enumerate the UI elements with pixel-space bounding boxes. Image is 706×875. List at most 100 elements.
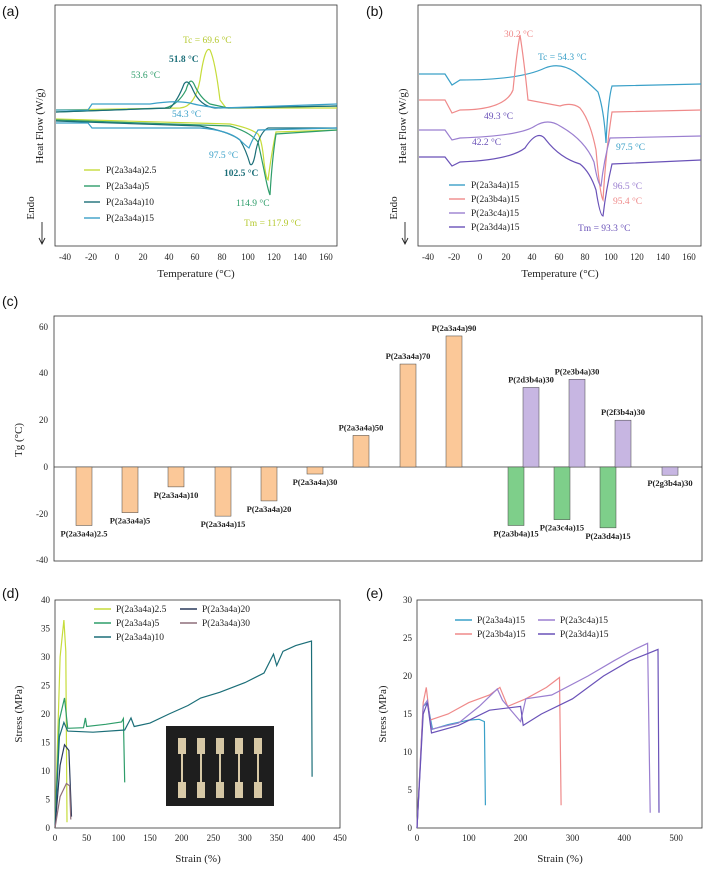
panel-c-bar-label: P(2e3b4a)30 bbox=[555, 366, 600, 376]
panel-c-bar bbox=[121, 466, 139, 513]
panel-c-bar bbox=[399, 363, 417, 468]
panel-b-xtick: 120 bbox=[630, 252, 644, 262]
panel-e-ylabel: Stress (MPa) bbox=[377, 685, 389, 742]
panel-a-annotation: 53.6 °C bbox=[131, 70, 160, 81]
panel-e-ytick: 15 bbox=[403, 709, 413, 719]
panel-e-ytick: 5 bbox=[408, 785, 413, 795]
panel-e-ytick: 0 bbox=[408, 823, 413, 833]
panel-a-label: (a) bbox=[2, 3, 19, 19]
panel-e-series-line bbox=[416, 676, 562, 829]
panel-b-annotation: 97.5 °C bbox=[616, 142, 645, 153]
panel-c-bar-label: P(2g3b4a)30 bbox=[647, 478, 692, 488]
panel-b-annotation: Tm = 93.3 °C bbox=[578, 223, 630, 234]
panel-a-curve-2.5-cool bbox=[55, 118, 338, 182]
panel-e-xtick: 0 bbox=[415, 833, 420, 843]
panel-d-ytick: 20 bbox=[41, 709, 51, 719]
panel-a-endo-arrow bbox=[38, 222, 46, 246]
panel-c-bar bbox=[522, 387, 540, 468]
panel-b-legend-entry: P(2a3a4a)15 bbox=[471, 180, 519, 191]
panel-b-legend-entry: P(2a3b4a)15 bbox=[471, 194, 520, 205]
panel-b-xtick: 20 bbox=[502, 252, 512, 262]
panel-b-annotation: 95.4 °C bbox=[613, 196, 642, 207]
panel-e-ytick: 20 bbox=[403, 671, 413, 681]
panel-b-xtick: 60 bbox=[555, 252, 565, 262]
panel-d-xlabel: Strain (%) bbox=[175, 853, 221, 865]
panel-b-curve-15 bbox=[419, 65, 702, 144]
panel-d-ytick: 35 bbox=[41, 624, 51, 634]
panel-b-xtick: -20 bbox=[448, 252, 460, 262]
panel-e-ytick: 10 bbox=[403, 747, 413, 757]
panel-d-yticks: 0 5 10 15 20 25 30 35 40 bbox=[41, 595, 51, 833]
panel-a-xticks: -40 -20 0 20 40 60 80 100 120 140 160 bbox=[59, 252, 333, 262]
panel-c-ytick: 0 bbox=[44, 462, 49, 472]
panel-c-bar-label: P(2a3a4a)70 bbox=[386, 351, 431, 361]
panel-e-xlabel: Strain (%) bbox=[537, 853, 583, 865]
panel-c: (c) Tg (°C) 60 40 20 0 -20 -40 P(2a3a4a)… bbox=[2, 293, 703, 565]
panel-b-curve-3d bbox=[419, 134, 702, 217]
panel-d-legend-entry: P(2a3a4a)30 bbox=[202, 618, 250, 629]
panel-a-annotation: 102.5 °C bbox=[224, 168, 259, 179]
panel-c-bar bbox=[553, 466, 571, 520]
panel-a-annotation: 51.8 °C bbox=[169, 54, 199, 65]
panel-d-xtick: 450 bbox=[333, 833, 347, 843]
panel-b-frame bbox=[417, 4, 702, 247]
panel-e-ytick: 25 bbox=[403, 633, 413, 643]
panel-d-series-line bbox=[54, 782, 72, 829]
panel-b-xtick: 140 bbox=[656, 252, 670, 262]
panel-b-xtick: 160 bbox=[682, 252, 696, 262]
panel-e-legend-entry: P(2a3b4a)15 bbox=[477, 629, 526, 640]
panel-a-xtick: 160 bbox=[319, 252, 333, 262]
panel-c-bar-label: P(2d3b4a)30 bbox=[508, 374, 554, 384]
panel-a-legend-entry: P(2a3a4a)10 bbox=[106, 197, 154, 208]
panel-a-xtick: -20 bbox=[85, 252, 97, 262]
panel-d-series-line bbox=[54, 743, 73, 829]
panel-c-bar bbox=[445, 335, 463, 468]
panel-d-frame bbox=[54, 599, 341, 829]
panel-e-legend-entry: P(2a3c4a)15 bbox=[560, 615, 608, 626]
panel-d-ytick: 15 bbox=[41, 738, 51, 748]
panel-c-bar bbox=[599, 466, 617, 529]
panel-c-label: (c) bbox=[2, 293, 18, 309]
panel-d-series-line bbox=[54, 619, 68, 829]
panel-b-label: (b) bbox=[366, 3, 383, 19]
panel-a-xtick: 120 bbox=[267, 252, 281, 262]
panel-e-yticks: 0 5 10 15 20 25 30 bbox=[403, 595, 413, 833]
panel-a-legend: P(2a3a4a)2.5 P(2a3a4a)5 P(2a3a4a)10 P(2a… bbox=[84, 165, 157, 224]
panel-e-legend-entry: P(2a3d4a)15 bbox=[560, 629, 609, 640]
panel-a-xtick: 0 bbox=[115, 252, 120, 262]
panel-d-xtick: 150 bbox=[143, 833, 157, 843]
panel-d-xtick: 100 bbox=[112, 833, 126, 843]
panel-c-bar-label: P(2a3a4a)2.5 bbox=[61, 529, 108, 539]
panel-e-ytick: 30 bbox=[403, 595, 413, 605]
panel-c-bar-label: P(2a3d4a)15 bbox=[585, 531, 630, 541]
panel-d-xtick: 350 bbox=[270, 833, 284, 843]
panel-d-ytick: 0 bbox=[46, 823, 51, 833]
panel-e-series-line bbox=[416, 648, 660, 829]
panel-d-xtick: 300 bbox=[238, 833, 252, 843]
panel-c-ytick: -20 bbox=[36, 509, 48, 519]
panel-b-xticks: -40 -20 0 20 40 60 80 100 120 140 160 bbox=[422, 252, 696, 262]
panel-b-xtick: 100 bbox=[604, 252, 618, 262]
panel-d-xtick: 400 bbox=[302, 833, 316, 843]
panel-a-annotation: 97.5 °C bbox=[209, 150, 238, 161]
panel-c-bar-label: P(2a3a4a)90 bbox=[432, 323, 477, 333]
panel-e-xtick: 500 bbox=[669, 833, 683, 843]
panel-a-xtick: 100 bbox=[241, 252, 255, 262]
panel-a-legend-entry: P(2a3a4a)5 bbox=[106, 181, 150, 192]
panel-c-ytick: 20 bbox=[39, 415, 49, 425]
panel-b: (b) Heat Flow (W/g) Temperature (°C) -40… bbox=[366, 3, 702, 280]
panel-d-legend-entry: P(2a3a4a)20 bbox=[202, 604, 250, 615]
panel-e-xtick: 400 bbox=[618, 833, 632, 843]
panel-b-curve-3b bbox=[419, 34, 702, 202]
panel-c-yticks: 60 40 20 0 -20 -40 bbox=[36, 322, 49, 565]
panel-b-ylabel: Heat Flow (W/g) bbox=[397, 88, 409, 163]
panel-e-xtick: 200 bbox=[514, 833, 528, 843]
panel-a-curve-10 bbox=[55, 81, 338, 113]
panel-c-bar-label: P(2a3b4a)15 bbox=[493, 529, 538, 539]
panel-c-ytick: 40 bbox=[39, 368, 49, 378]
panel-d-ytick: 10 bbox=[41, 766, 51, 776]
panel-c-bar bbox=[167, 466, 185, 488]
panel-a-endo-label: Endo bbox=[25, 196, 37, 220]
panel-d-legend-entry: P(2a3a4a)2.5 bbox=[116, 604, 167, 615]
panel-a-annotation: 54.3 °C bbox=[172, 109, 201, 120]
